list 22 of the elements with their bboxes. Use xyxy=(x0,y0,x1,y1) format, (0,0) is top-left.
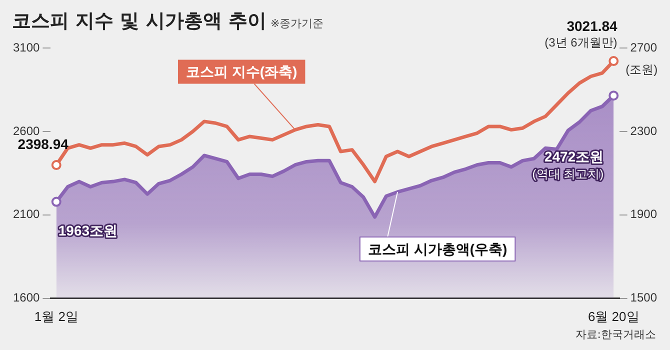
y-tick-label: 2600 xyxy=(12,124,40,138)
y2-tick-label: 1500 xyxy=(630,290,658,305)
annotation: 3021.84 xyxy=(566,18,618,34)
annotation: (역대 최고치) xyxy=(532,166,604,181)
y2-axis-title: (조원) xyxy=(626,62,658,76)
text: 코스피 지수(좌축) xyxy=(186,64,298,80)
chart-subtitle: ※종가기준 xyxy=(270,17,324,30)
annotation: 2398.94 xyxy=(18,136,69,152)
text: 자료:한국거래소 xyxy=(575,327,656,342)
series-label: 코스피 시가총액(우축) xyxy=(368,240,508,257)
y-tick-label: 3100 xyxy=(12,40,40,54)
y-tick-label: 2100 xyxy=(12,207,40,222)
annotation: 2472조원 xyxy=(544,148,604,164)
y2-tick-label: 1900 xyxy=(630,207,658,222)
x-tick-label: 6월 20일 xyxy=(588,308,640,324)
annotation: (3년 6개월만) xyxy=(544,35,618,50)
chart-title: 코스피 지수 및 시가총액 추이 xyxy=(12,10,266,32)
y-tick-label: 1600 xyxy=(12,290,40,305)
y2-tick-label: 2700 xyxy=(630,40,658,54)
y2-tick-label: 2300 xyxy=(630,124,658,138)
annotation: 1963조원 xyxy=(58,222,118,239)
x-tick-label: 1월 2일 xyxy=(34,308,78,324)
